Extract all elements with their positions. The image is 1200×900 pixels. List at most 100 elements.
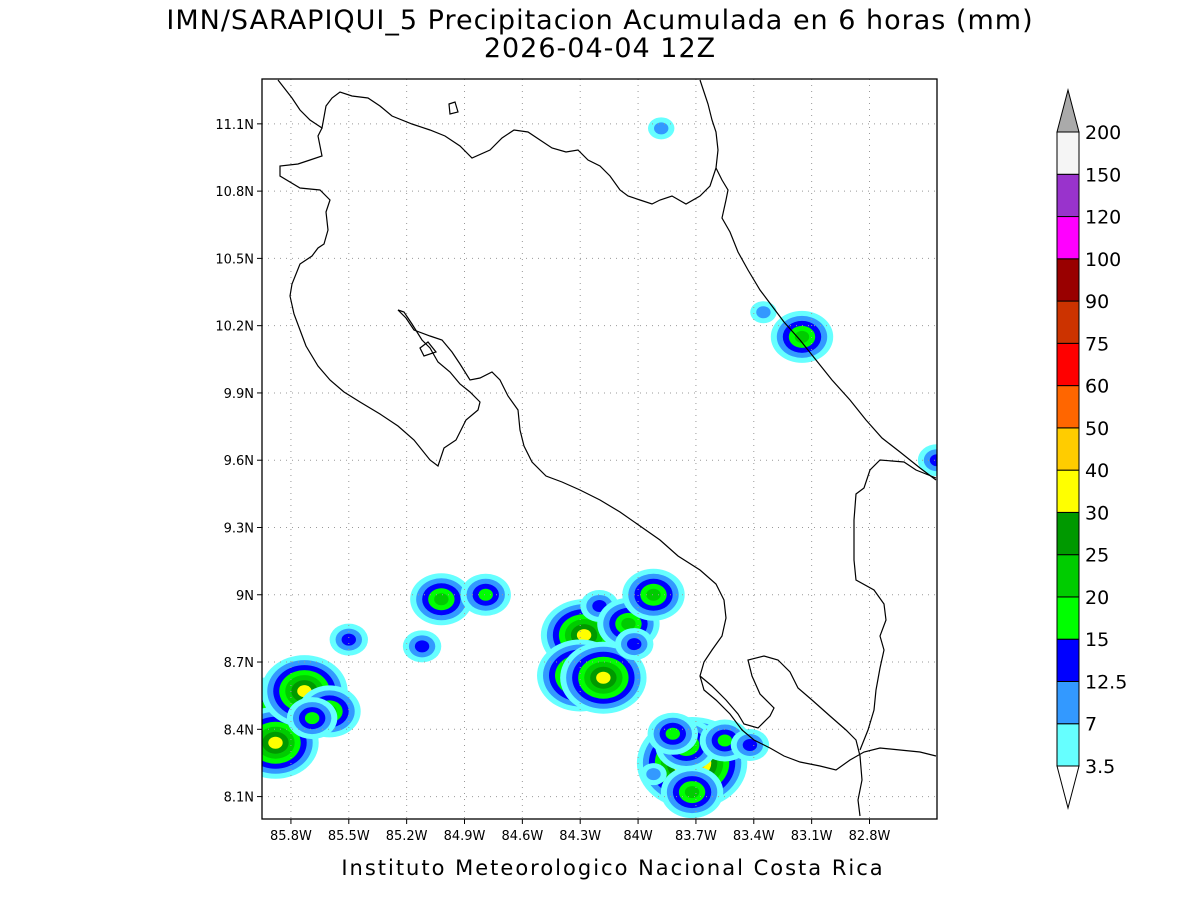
lon-tick-label: 85.8W bbox=[270, 829, 312, 844]
colorbar-label: 150 bbox=[1085, 164, 1121, 186]
rain-cell bbox=[329, 623, 368, 656]
rain-contour bbox=[621, 617, 636, 630]
lat-tick-label: 10.8N bbox=[215, 185, 254, 200]
rain-cell bbox=[750, 301, 777, 324]
colorbar-label: 40 bbox=[1085, 460, 1109, 482]
lat-tick-label: 10.5N bbox=[215, 252, 254, 267]
colorbar-label: 60 bbox=[1085, 376, 1109, 398]
lat-tick-label: 8.1N bbox=[224, 791, 254, 806]
lon-tick-label: 83.7W bbox=[675, 829, 717, 844]
rain-cell bbox=[730, 729, 770, 761]
rain-cell bbox=[460, 573, 511, 616]
map-title: IMN/SARAPIQUI_5 Precipitacion Acumulada … bbox=[166, 5, 1034, 36]
colorbar-label: 90 bbox=[1085, 291, 1109, 313]
rain-cells-layer bbox=[262, 117, 937, 819]
colorbar-box bbox=[1056, 554, 1080, 598]
rain-contour bbox=[646, 768, 661, 781]
rain-cell bbox=[410, 573, 473, 626]
colorbar-box bbox=[1056, 385, 1080, 429]
rain-contour bbox=[341, 633, 356, 646]
axis-ticks: 85.8W 85.5W 85.2W 84.9W 84.6W 84.3W 84W 83.7W 83… bbox=[215, 118, 890, 844]
rain-cell bbox=[917, 444, 937, 477]
colorbar-box bbox=[1056, 342, 1080, 387]
rain-cell bbox=[660, 766, 724, 819]
colorbar-box bbox=[1056, 723, 1080, 767]
rain-contour bbox=[794, 330, 810, 343]
colorbar-label: 3.5 bbox=[1085, 756, 1115, 778]
rain-contour bbox=[414, 640, 430, 653]
colorbar-box bbox=[1056, 427, 1080, 471]
rain-contour bbox=[654, 122, 669, 135]
footer-credit: Instituto Meteorologico Nacional Costa R… bbox=[341, 856, 885, 880]
lon-tick-label: 84.9W bbox=[444, 829, 486, 844]
colorbar-box bbox=[1056, 173, 1080, 218]
lat-tick-label: 8.4N bbox=[224, 723, 254, 738]
lat-tick-label: 11.1N bbox=[215, 118, 254, 133]
lon-tick-label: 84.6W bbox=[501, 829, 543, 844]
colorbar-label: 50 bbox=[1085, 418, 1109, 440]
lat-tick-label: 9.9N bbox=[224, 387, 254, 402]
colorbar-overflow-triangle bbox=[1056, 88, 1080, 133]
colorbar-label: 30 bbox=[1085, 502, 1109, 524]
lon-tick-label: 84.3W bbox=[559, 829, 601, 844]
colorbar-box bbox=[1056, 469, 1080, 513]
rain-cell bbox=[286, 697, 338, 740]
coastlines-borders bbox=[277, 79, 937, 817]
rain-contour bbox=[596, 671, 611, 684]
nicoya-gulf-island bbox=[419, 341, 438, 357]
colorbar-label: 25 bbox=[1085, 545, 1109, 567]
colorbar-label: 75 bbox=[1085, 333, 1109, 355]
rain-cell bbox=[648, 117, 675, 140]
rain-contour bbox=[576, 629, 592, 642]
rain-contour bbox=[756, 306, 771, 319]
rain-cell bbox=[770, 310, 834, 363]
lon-tick-label: 83.4W bbox=[733, 829, 775, 844]
colorbar-box bbox=[1056, 258, 1080, 302]
lat-tick-label: 9N bbox=[236, 589, 254, 604]
colorbar-box bbox=[1056, 680, 1080, 725]
rain-contour bbox=[929, 454, 937, 467]
coastline-caribbean bbox=[715, 167, 937, 481]
rain-cell bbox=[615, 628, 654, 661]
colorbar-label: 7 bbox=[1085, 714, 1097, 736]
rain-contour bbox=[665, 727, 680, 740]
rain-contour bbox=[627, 638, 642, 651]
lat-tick-label: 8.7N bbox=[224, 656, 254, 671]
colorbar-label: 100 bbox=[1085, 249, 1121, 271]
colorbar-box bbox=[1056, 131, 1080, 175]
rain-contour bbox=[684, 786, 700, 799]
rain-cell bbox=[402, 630, 442, 663]
colorbar-box bbox=[1056, 596, 1080, 640]
coastline-pacific-central bbox=[397, 309, 937, 771]
coastline-osa-peninsula bbox=[699, 655, 863, 817]
colorbar-label: 200 bbox=[1085, 122, 1121, 144]
rain-cell bbox=[647, 712, 698, 755]
colorbar-label: 15 bbox=[1085, 629, 1109, 651]
nicaragua-lake-island bbox=[448, 101, 459, 115]
map-frame bbox=[261, 78, 938, 820]
rain-contour bbox=[478, 588, 493, 601]
lon-tick-label: 82.8W bbox=[849, 829, 891, 844]
colorbar-box bbox=[1056, 300, 1080, 344]
lat-tick-label: 9.6N bbox=[224, 454, 254, 469]
lon-tick-label: 84W bbox=[623, 829, 653, 844]
rain-contour bbox=[646, 588, 661, 601]
rain-contour bbox=[304, 712, 320, 725]
colorbar-box bbox=[1056, 638, 1080, 682]
colorbar-underflow-triangle bbox=[1056, 765, 1080, 810]
colorbar-box bbox=[1056, 216, 1080, 260]
rain-cell bbox=[640, 763, 667, 786]
rain-contour bbox=[434, 593, 449, 606]
rain-cell bbox=[560, 641, 647, 714]
border-costa-rica-panama bbox=[853, 459, 937, 751]
lon-tick-label: 83.1W bbox=[791, 829, 833, 844]
lon-tick-label: 85.5W bbox=[328, 829, 370, 844]
rain-contour bbox=[717, 734, 733, 747]
lon-tick-label: 85.2W bbox=[386, 829, 428, 844]
colorbar-label: 20 bbox=[1085, 587, 1109, 609]
rain-cell bbox=[622, 568, 685, 621]
colorbar-box bbox=[1056, 511, 1080, 556]
map-subtitle: 2026-04-04 12Z bbox=[483, 33, 717, 64]
rain-contour bbox=[742, 739, 758, 751]
